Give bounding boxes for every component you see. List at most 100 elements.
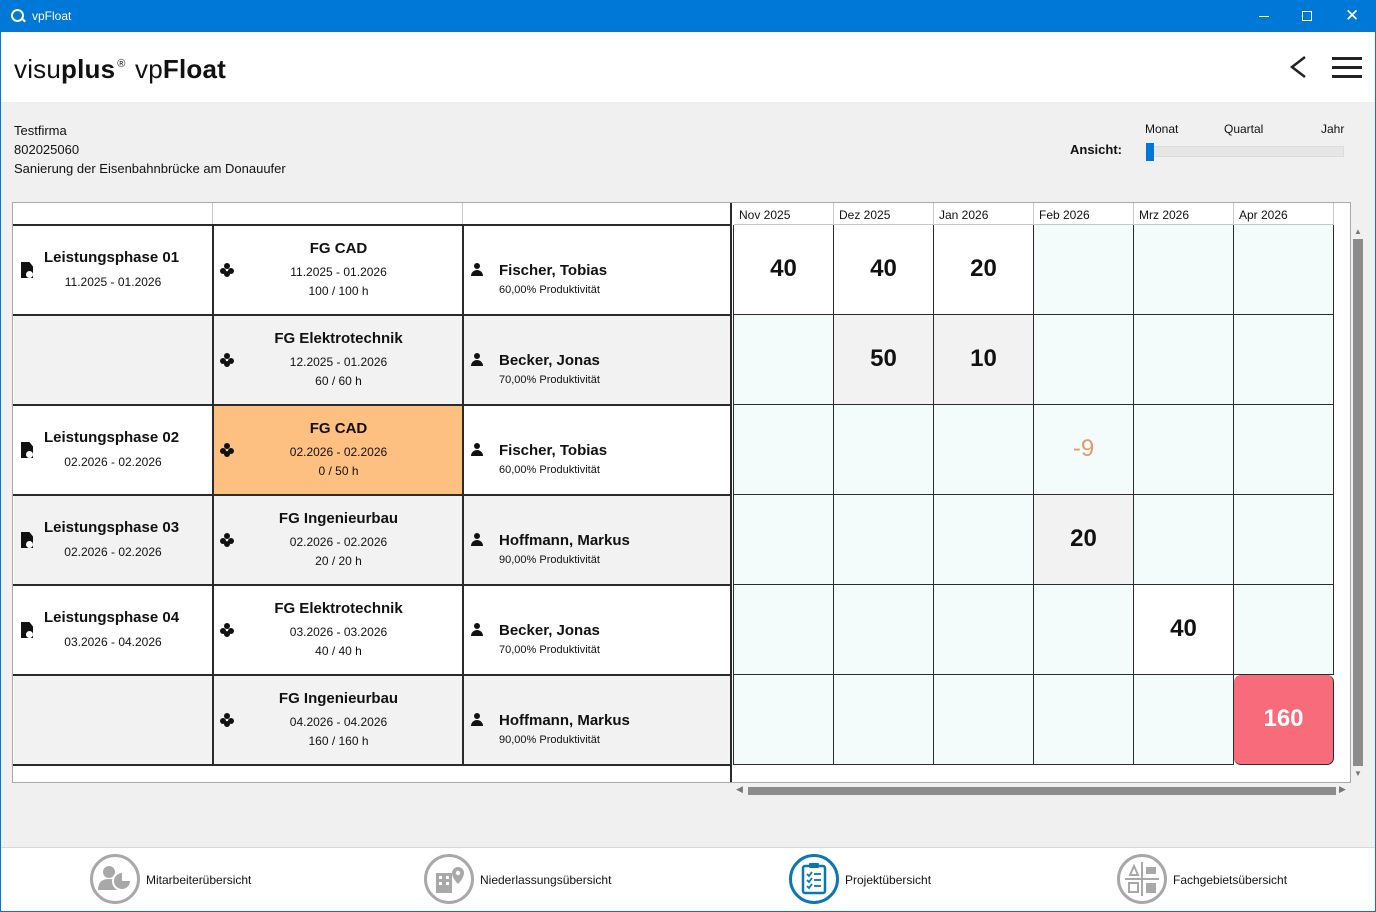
month-value-cell[interactable]	[834, 495, 934, 585]
phase-name: Leistungsphase 03	[44, 519, 180, 536]
fachgebiet-cell[interactable]: FG CAD 11.2025 - 01.2026 100 / 100 h	[214, 225, 463, 315]
view-slider-track[interactable]	[1146, 146, 1344, 157]
horizontal-scrollbar-thumb[interactable]	[748, 787, 1336, 795]
month-header: Apr 2026	[1234, 203, 1334, 225]
person-name: Becker, Jonas	[499, 352, 600, 369]
month-value-cell[interactable]: 50	[834, 315, 934, 405]
month-value-cell[interactable]	[1234, 225, 1334, 315]
scroll-left-arrow[interactable]: ◀	[736, 784, 743, 794]
month-header: Feb 2026	[1034, 203, 1134, 225]
fachgebiet-cell[interactable]: FG CAD 02.2026 - 02.2026 0 / 50 h	[214, 405, 463, 495]
bottom-navigation: Mitarbeiterübersicht Niederlassungsübers…	[1, 847, 1375, 911]
month-value-cell[interactable]: 40	[1134, 585, 1234, 675]
phase-cell[interactable]: Leistungsphase 01 11.2025 - 01.2026	[14, 225, 213, 315]
person-name: Fischer, Tobias	[499, 262, 608, 279]
month-value-cell[interactable]: 160	[1234, 675, 1334, 765]
month-value-cell[interactable]	[1034, 315, 1134, 405]
month-value-cell[interactable]	[1234, 585, 1334, 675]
project-name: Sanierung der Eisenbahnbrücke am Donauuf…	[14, 161, 286, 176]
month-value-cell[interactable]	[734, 315, 834, 405]
fachgebiet-cell[interactable]: FG Ingenieurbau 04.2026 - 04.2026 160 / 16…	[214, 675, 463, 765]
phase-cell[interactable]	[14, 315, 213, 405]
back-icon[interactable]	[1285, 52, 1313, 82]
fachgebiet-date-range: 11.2025 - 01.2026	[290, 265, 387, 279]
month-value-cell[interactable]	[1234, 405, 1334, 495]
fachgebiet-cell[interactable]: FG Elektrotechnik 12.2025 - 01.2026 60 / 6…	[214, 315, 463, 405]
month-value-cell[interactable]: 20	[934, 225, 1034, 315]
person-productivity: 90,00% Produktivität	[499, 734, 600, 746]
phase-cell[interactable]	[14, 675, 213, 765]
month-value-cell[interactable]	[734, 585, 834, 675]
person-productivity: 60,00% Produktivität	[499, 284, 600, 296]
fachgebiet-name: FG CAD	[309, 420, 368, 437]
view-slider-thumb[interactable]	[1146, 143, 1154, 161]
month-value-cell[interactable]	[934, 675, 1034, 765]
person-cell[interactable]: Becker, Jonas 70,00% Produktivität	[464, 315, 731, 405]
view-option-month[interactable]: Monat	[1145, 122, 1179, 136]
month-value-cell[interactable]	[1134, 225, 1234, 315]
month-value-cell[interactable]	[834, 585, 934, 675]
scroll-up-arrow[interactable]: ▲	[1354, 227, 1362, 236]
person-cell[interactable]: Becker, Jonas 70,00% Produktivität	[464, 585, 731, 675]
fachgebiet-cell[interactable]: FG Ingenieurbau 02.2026 - 02.2026 20 / 20 …	[214, 495, 463, 585]
month-value-cell[interactable]: 10	[934, 315, 1034, 405]
month-value-cell[interactable]	[1034, 675, 1134, 765]
scroll-right-arrow[interactable]: ▶	[1339, 784, 1346, 794]
person-icon	[471, 713, 483, 726]
phase-document-icon	[21, 622, 33, 638]
month-value-cell[interactable]	[1134, 675, 1234, 765]
month-value-cell[interactable]	[1234, 315, 1334, 405]
month-value-cell[interactable]	[1034, 225, 1134, 315]
phase-cell[interactable]: Leistungsphase 02 02.2026 - 02.2026	[14, 405, 213, 495]
month-value-cell[interactable]	[1034, 585, 1134, 675]
month-value-cell[interactable]: 40	[734, 225, 834, 315]
menu-icon[interactable]	[1332, 57, 1362, 79]
month-value-cell[interactable]	[1134, 495, 1234, 585]
window-title: vpFloat	[32, 9, 72, 23]
fachgebiet-hours: 100 / 100 h	[308, 284, 369, 298]
project-clipboard-icon	[789, 854, 839, 904]
department-icon	[1117, 854, 1167, 904]
month-value-cell[interactable]	[834, 405, 934, 495]
team-icon	[220, 263, 234, 277]
person-cell[interactable]: Fischer, Tobias 60,00% Produktivität	[464, 225, 731, 315]
phase-date-range: 02.2026 - 02.2026	[64, 455, 162, 469]
month-value-cell[interactable]	[734, 675, 834, 765]
app-icon	[11, 9, 24, 22]
view-option-quarter[interactable]: Quartal	[1224, 122, 1264, 136]
nav-label: Fachgebietsübersicht	[1173, 873, 1288, 887]
month-value-cell[interactable]	[1234, 495, 1334, 585]
person-cell[interactable]: Hoffmann, Markus 90,00% Produktivität	[464, 495, 731, 585]
month-value-cell[interactable]	[934, 495, 1034, 585]
person-cell[interactable]: Hoffmann, Markus 90,00% Produktivität	[464, 675, 731, 765]
phase-cell[interactable]: Leistungsphase 03 02.2026 - 02.2026	[14, 495, 213, 585]
fachgebiet-hours: 0 / 50 h	[318, 464, 359, 478]
month-value-cell[interactable]: -9	[1034, 405, 1134, 495]
close-button[interactable]: ✕	[1330, 1, 1375, 32]
vertical-scrollbar-thumb[interactable]	[1353, 239, 1363, 766]
row-divider	[13, 494, 732, 496]
person-cell[interactable]: Fischer, Tobias 60,00% Produktivität	[464, 405, 731, 495]
row-divider	[13, 314, 732, 316]
maximize-button[interactable]	[1285, 1, 1331, 32]
minimize-button[interactable]	[1241, 1, 1287, 32]
planning-grid: Nov 2025 Dez 2025 Jan 2026 Feb 2026 Mrz 2026…	[12, 202, 1351, 783]
row-divider	[13, 674, 732, 676]
month-value-cell[interactable]	[1134, 405, 1234, 495]
month-value-cell[interactable]	[834, 675, 934, 765]
fachgebiet-cell[interactable]: FG Elektrotechnik 03.2026 - 03.2026 40 / 4…	[214, 585, 463, 675]
view-label: Ansicht:	[1070, 142, 1122, 157]
month-value-cell[interactable]	[934, 585, 1034, 675]
month-value-cell[interactable]	[734, 495, 834, 585]
month-value-cell[interactable]	[1134, 315, 1234, 405]
month-value-cell[interactable]: 20	[1034, 495, 1134, 585]
person-icon	[471, 353, 483, 366]
month-value-cell[interactable]	[934, 405, 1034, 495]
view-option-year[interactable]: Jahr	[1321, 122, 1345, 136]
scroll-down-arrow[interactable]: ▼	[1354, 769, 1362, 778]
team-icon	[220, 353, 234, 367]
phase-cell[interactable]: Leistungsphase 04 03.2026 - 04.2026	[14, 585, 213, 675]
table-row	[14, 675, 731, 765]
month-value-cell[interactable]: 40	[834, 225, 934, 315]
month-value-cell[interactable]	[734, 405, 834, 495]
